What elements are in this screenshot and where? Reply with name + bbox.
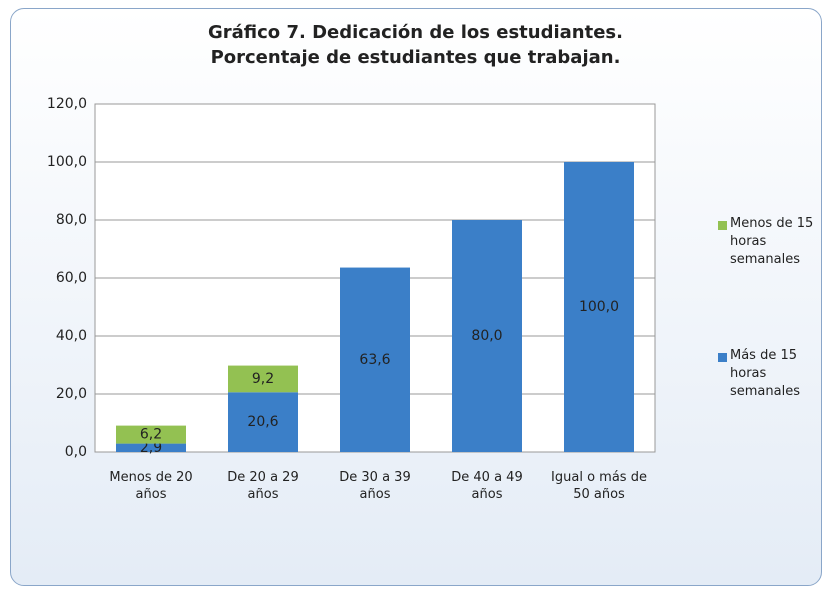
value-label: 6,2 <box>140 427 162 443</box>
x-tick-label: De 40 a 49 años <box>451 470 523 502</box>
bar-segment <box>116 425 186 444</box>
bar-segment <box>228 392 298 452</box>
value-label: 80,0 <box>471 328 502 344</box>
x-tick-label: Igual o más de 50 años <box>551 470 647 502</box>
chart-title: Porcentaje de estudiantes que trabajan. <box>210 47 621 68</box>
y-tick-label: 120,0 <box>47 96 87 112</box>
x-tick-label: Menos de 20 años <box>109 470 193 502</box>
legend-swatch <box>718 221 727 230</box>
bar-segment <box>228 365 298 393</box>
y-tick-label: 0,0 <box>65 444 87 460</box>
value-label: 2,9 <box>140 440 162 456</box>
x-tick-label: De 20 a 29 años <box>227 470 299 502</box>
value-label: 20,6 <box>247 414 278 430</box>
legend-swatch <box>718 353 727 362</box>
legend-label: Menos de 15 horas semanales <box>730 216 814 267</box>
bar-segment <box>452 220 522 452</box>
chart-title: Gráfico 7. Dedicación de los estudiantes… <box>208 22 623 43</box>
value-label: 63,6 <box>359 352 390 368</box>
y-tick-label: 100,0 <box>47 154 87 170</box>
y-tick-label: 60,0 <box>56 270 87 286</box>
x-tick-label: De 30 a 39 años <box>339 470 411 502</box>
y-tick-label: 80,0 <box>56 212 87 228</box>
bar-segment <box>340 267 410 452</box>
y-tick-label: 40,0 <box>56 328 87 344</box>
bar-segment <box>116 443 186 452</box>
legend-label: Más de 15 horas semanales <box>730 348 800 399</box>
y-tick-label: 20,0 <box>56 386 87 402</box>
value-label: 9,2 <box>252 371 274 387</box>
value-label: 100,0 <box>579 299 619 315</box>
bar-segment <box>564 162 634 452</box>
